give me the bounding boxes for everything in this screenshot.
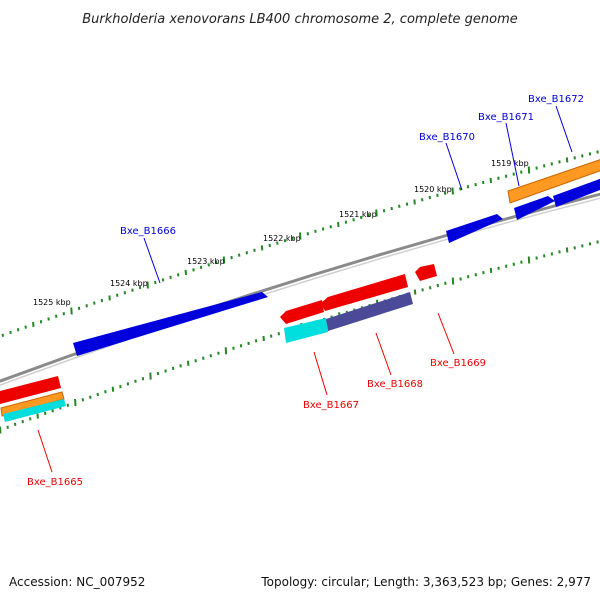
gene-label-bxe-b1669[interactable]: Bxe_B1669 [430, 358, 486, 369]
leader-line [555, 105, 573, 153]
upper-ruler-ticks [1, 150, 599, 337]
leader-line [505, 122, 520, 187]
topology-text: Topology: circular; Length: 3,363,523 bp… [260, 575, 591, 589]
gene-arrow-bxe-b1665[interactable] [0, 376, 61, 404]
leader-line [445, 142, 463, 191]
gene-label-bxe-b1666[interactable]: Bxe_B1666 [120, 226, 176, 237]
rrna-feature[interactable] [507, 158, 600, 204]
gene-arrow-bxe-b1668[interactable] [321, 274, 408, 311]
ruler-label: 1522 kbp [263, 234, 301, 243]
gene-arrow-bxe-b1667[interactable] [280, 300, 324, 324]
accession-text: Accession: NC_007952 [9, 575, 145, 589]
gene-arrow-bxe-b1666[interactable] [73, 292, 268, 356]
gene-label-bxe-b1671[interactable]: Bxe_B1671 [478, 112, 534, 123]
gene-label-bxe-b1670[interactable]: Bxe_B1670 [419, 132, 475, 143]
ruler-label: 1521 kbp [339, 210, 377, 219]
leader-line [143, 237, 161, 284]
gene-label-bxe-b1672[interactable]: Bxe_B1672 [528, 94, 584, 105]
leader-line [313, 351, 328, 396]
gene-arrow-bxe-b1670[interactable] [446, 214, 503, 243]
gene-arrow-bxe-b1671[interactable] [514, 196, 555, 220]
leader-line [437, 312, 455, 355]
chromosome-backbone-shadow [0, 197, 600, 386]
ruler-label: 1519 kbp [491, 159, 529, 168]
cyan-feature-lower[interactable] [3, 399, 66, 422]
ruler-label: 1525 kbp [33, 298, 71, 307]
gene-label-bxe-b1668[interactable]: Bxe_B1668 [367, 379, 423, 390]
gene-arrow-bxe-b1672[interactable] [553, 177, 600, 207]
ruler-label: 1523 kbp [187, 257, 225, 266]
leader-line [375, 332, 392, 376]
ruler-label: 1520 kbp [414, 185, 452, 194]
map-title: Burkholderia xenovorans LB400 chromosome… [82, 12, 518, 27]
gene-arrow-bxe-b1669[interactable] [415, 264, 437, 281]
leader-line [37, 429, 53, 473]
ruler-label: 1524 kbp [110, 279, 148, 288]
purple-feature[interactable] [326, 292, 413, 331]
gene-label-bxe-b1667[interactable]: Bxe_B1667 [303, 400, 359, 411]
cyan-feature[interactable] [284, 318, 328, 343]
gene-label-bxe-b1665[interactable]: Bxe_B1665 [27, 477, 83, 488]
